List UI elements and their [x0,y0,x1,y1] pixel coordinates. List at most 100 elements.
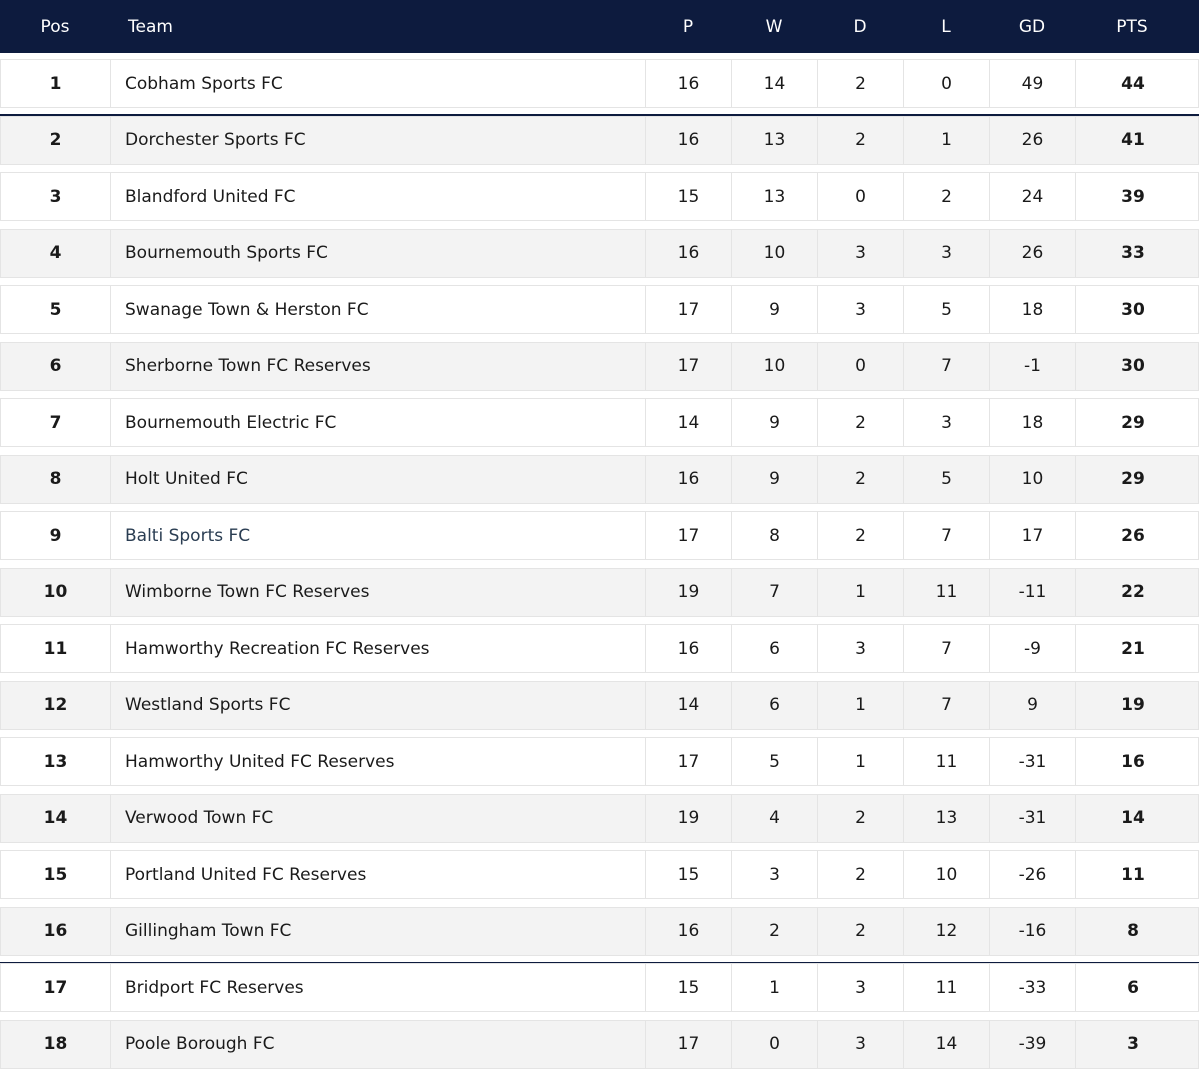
team-name[interactable]: Dorchester Sports FC [111,116,646,164]
goal-difference: 24 [990,173,1076,220]
team-name[interactable]: Poole Borough FC [111,1020,646,1068]
drawn: 2 [818,60,904,107]
points: 22 [1121,582,1145,602]
table-row[interactable]: 12 Westland Sports FC 14 6 1 7 9 19 [0,680,1199,730]
position: 14 [1,794,111,842]
lost: 10 [904,851,990,898]
drawn: 1 [818,738,904,785]
team-name[interactable]: Hamworthy United FC Reserves [111,738,646,785]
lost: 5 [904,455,990,503]
table-body: 1 Cobham Sports FC 16 14 2 0 49 44 2 Dor… [0,53,1199,1069]
table-row[interactable]: 14 Verwood Town FC 19 4 2 13 -31 14 [0,793,1199,843]
team-name[interactable]: Blandford United FC [111,173,646,220]
header-pos[interactable]: Pos [40,16,70,37]
header-drawn[interactable]: D [853,16,867,37]
played: 16 [646,907,732,955]
team-name[interactable]: Sherborne Town FC Reserves [111,342,646,390]
team-name[interactable]: Bournemouth Sports FC [111,229,646,277]
won: 10 [732,342,818,390]
goal-difference: -31 [990,794,1076,842]
position: 13 [1,738,111,785]
table-row[interactable]: 10 Wimborne Town FC Reserves 19 7 1 11 -… [0,567,1199,617]
played: 15 [646,964,732,1011]
table-row[interactable]: 16 Gillingham Town FC 16 2 2 12 -16 8 [0,906,1199,964]
header-goal-difference[interactable]: GD [1018,16,1046,37]
points: 8 [1127,921,1139,941]
played: 16 [646,116,732,164]
played: 15 [646,173,732,220]
points: 16 [1121,751,1145,772]
lost: 7 [904,625,990,672]
points: 6 [1127,977,1139,998]
lost: 7 [904,681,990,729]
table-row[interactable]: 11 Hamworthy Recreation FC Reserves 16 6… [0,624,1199,673]
lost: 7 [904,512,990,559]
lost: 2 [904,173,990,220]
table-row[interactable]: 6 Sherborne Town FC Reserves 17 10 0 7 -… [0,341,1199,391]
lost: 11 [904,964,990,1011]
team-name[interactable]: Hamworthy Recreation FC Reserves [111,625,646,672]
position: 12 [1,681,111,729]
table-row[interactable]: 4 Bournemouth Sports FC 16 10 3 3 26 33 [0,228,1199,278]
team-name[interactable]: Cobham Sports FC [111,60,646,107]
table-row[interactable]: 8 Holt United FC 16 9 2 5 10 29 [0,454,1199,504]
header-lost[interactable]: L [941,16,951,37]
position: 17 [1,964,111,1011]
played: 17 [646,512,732,559]
goal-difference: 10 [990,455,1076,503]
points: 29 [1121,412,1145,433]
drawn: 2 [818,907,904,955]
drawn: 3 [818,286,904,333]
team-name[interactable]: Verwood Town FC [111,794,646,842]
table-row[interactable]: 7 Bournemouth Electric FC 14 9 2 3 18 29 [0,398,1199,447]
table-row[interactable]: 2 Dorchester Sports FC 16 13 2 1 26 41 [0,115,1199,165]
points: 21 [1121,638,1145,659]
played: 14 [646,681,732,729]
points: 19 [1121,695,1145,715]
team-name[interactable]: Holt United FC [111,455,646,503]
goal-difference: -9 [990,625,1076,672]
team-name[interactable]: Portland United FC Reserves [111,851,646,898]
won: 7 [732,568,818,616]
position: 4 [1,229,111,277]
won: 2 [732,907,818,955]
header-played[interactable]: P [682,16,694,37]
lost: 7 [904,342,990,390]
table-row[interactable]: 15 Portland United FC Reserves 15 3 2 10… [0,850,1199,899]
header-points[interactable]: PTS [1116,16,1148,37]
drawn: 3 [818,1020,904,1068]
played: 14 [646,399,732,446]
team-name[interactable]: Wimborne Town FC Reserves [111,568,646,616]
drawn: 3 [818,964,904,1011]
lost: 12 [904,907,990,955]
table-row[interactable]: 1 Cobham Sports FC 16 14 2 0 49 44 [0,59,1199,116]
won: 9 [732,455,818,503]
table-row[interactable]: 13 Hamworthy United FC Reserves 17 5 1 1… [0,737,1199,786]
table-row[interactable]: 5 Swanage Town & Herston FC 17 9 3 5 18 … [0,285,1199,334]
points: 29 [1121,469,1145,489]
played: 19 [646,794,732,842]
table-row[interactable]: 17 Bridport FC Reserves 15 1 3 11 -33 6 [0,963,1199,1012]
table-row-highlighted[interactable]: 9 Balti Sports FC 17 8 2 7 17 26 [0,511,1199,560]
drawn: 2 [818,794,904,842]
position: 7 [1,399,111,446]
team-name[interactable]: Bournemouth Electric FC [111,399,646,446]
team-name[interactable]: Bridport FC Reserves [111,964,646,1011]
drawn: 2 [818,399,904,446]
won: 5 [732,738,818,785]
team-name[interactable]: Gillingham Town FC [111,907,646,955]
team-name[interactable]: Swanage Town & Herston FC [111,286,646,333]
points: 30 [1121,299,1145,320]
table-row[interactable]: 3 Blandford United FC 15 13 0 2 24 39 [0,172,1199,221]
team-name[interactable]: Westland Sports FC [111,681,646,729]
won: 9 [732,286,818,333]
header-won[interactable]: W [765,16,783,37]
won: 13 [732,173,818,220]
goal-difference: 17 [990,512,1076,559]
table-row[interactable]: 18 Poole Borough FC 17 0 3 14 -39 3 [0,1019,1199,1069]
team-name[interactable]: Balti Sports FC [111,512,646,559]
header-team[interactable]: Team [128,16,173,37]
played: 17 [646,738,732,785]
points: 41 [1121,130,1145,150]
drawn: 0 [818,173,904,220]
